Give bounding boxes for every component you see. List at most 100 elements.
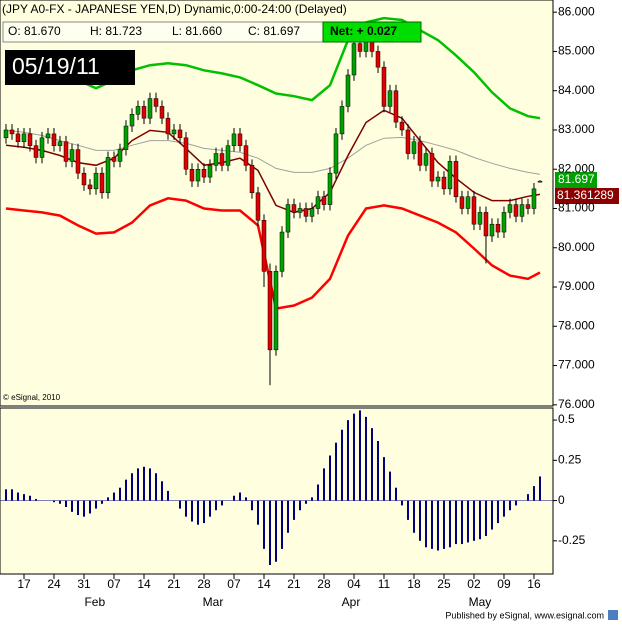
candle-body — [3, 129, 9, 139]
copyright: © eSignal, 2010 — [3, 393, 61, 402]
candle-body — [315, 196, 321, 209]
y-tick-label: 0.25 — [558, 452, 582, 466]
candle-body — [129, 114, 135, 127]
x-tick-label: 28 — [317, 577, 331, 591]
candle-body — [441, 176, 447, 190]
candle-body — [303, 208, 309, 217]
x-tick-label: 14 — [137, 577, 151, 591]
y-tick-label: 80.000 — [558, 240, 595, 254]
candle-body — [165, 117, 171, 135]
candle-body — [207, 165, 213, 178]
candle-body — [99, 172, 105, 194]
last-close-box — [555, 172, 597, 188]
candle-body — [387, 90, 393, 107]
plot — [0, 16, 553, 565]
candle-body — [33, 145, 39, 158]
y-tick-label: 81.000 — [558, 201, 595, 215]
x-tick-label: 24 — [47, 577, 61, 591]
candle-body — [57, 141, 63, 146]
y-tick-label: 86.000 — [558, 4, 595, 18]
candle-body — [261, 220, 267, 272]
candle-body — [213, 153, 219, 166]
candle-body — [15, 133, 21, 142]
candle-body — [51, 133, 57, 146]
candle-body — [447, 161, 453, 190]
last-ma-box — [555, 188, 619, 204]
candle-body — [423, 153, 429, 166]
y-tick-label: 77.000 — [558, 358, 595, 372]
candle-body — [279, 231, 285, 272]
date-box — [5, 50, 135, 85]
candle-body — [45, 133, 51, 139]
net-box — [322, 21, 422, 43]
candle-body — [141, 106, 147, 119]
candle-body — [273, 271, 279, 351]
candle-body — [321, 196, 327, 205]
footer: Published by eSignal, www.esignal.com — [445, 610, 604, 620]
y-tick-label: 79.000 — [558, 279, 595, 293]
ohlc-close: C: 81.697 — [248, 24, 300, 38]
candle-body — [399, 121, 405, 131]
x-tick-label: 11 — [378, 577, 391, 591]
candle-body — [393, 90, 399, 123]
candle-body — [255, 192, 261, 221]
y-tick-label: 78.000 — [558, 318, 595, 332]
candle-body — [483, 212, 489, 237]
x-tick-label: 14 — [257, 577, 271, 591]
candle-body — [405, 129, 411, 154]
candle-body — [27, 133, 33, 146]
candle-body — [381, 66, 387, 107]
candle-body — [147, 98, 153, 119]
candle-body — [471, 196, 477, 225]
candle-body — [513, 204, 519, 217]
x-tick-label: 21 — [287, 577, 301, 591]
candle-body — [375, 51, 381, 68]
y-tick-label: -0.25 — [558, 533, 586, 547]
candle-body — [351, 43, 357, 76]
month-label: Feb — [84, 595, 105, 609]
candle-body — [297, 208, 303, 213]
candle-body — [417, 141, 423, 166]
candle-body — [183, 137, 189, 170]
x-tick-label: 31 — [77, 577, 91, 591]
candle-body — [117, 149, 123, 162]
y-tick-label: 0 — [558, 493, 565, 507]
candle-body — [519, 204, 525, 217]
candle-body — [537, 180, 543, 183]
candle-body — [195, 168, 201, 182]
candle-body — [201, 168, 207, 178]
candle-body — [465, 196, 471, 209]
candle-body — [411, 141, 417, 154]
candle-body — [495, 223, 501, 233]
x-tick-label: 09 — [497, 577, 511, 591]
y-tick-label: 76.000 — [558, 397, 595, 411]
candle-body — [525, 204, 531, 209]
x-tick-label: 25 — [437, 577, 451, 591]
candle-body — [357, 43, 363, 52]
candle-body — [531, 188, 537, 209]
net-change: Net: + 0.027 — [330, 24, 397, 38]
x-tick-label: 18 — [407, 577, 421, 591]
candle-body — [291, 204, 297, 213]
candle-body — [327, 172, 333, 205]
candle-body — [87, 184, 93, 190]
candle-body — [93, 172, 99, 190]
candle-body — [243, 145, 249, 166]
candle-body — [435, 176, 441, 182]
candle-body — [159, 106, 165, 119]
date: 05/19/11 — [12, 53, 100, 79]
x-tick-label: 02 — [467, 577, 481, 591]
candle-body — [507, 204, 513, 213]
x-tick-label: 07 — [107, 577, 121, 591]
candle-body — [9, 129, 15, 135]
candle-body — [225, 145, 231, 166]
y-tick-label: 0.5 — [558, 412, 575, 426]
x-tick-label: 21 — [167, 577, 181, 591]
candle-body — [249, 165, 255, 194]
month-label: Apr — [342, 595, 361, 609]
month-label: Mar — [203, 595, 224, 609]
month-label: May — [469, 595, 492, 609]
last-ma: 81.361289 — [557, 188, 614, 202]
